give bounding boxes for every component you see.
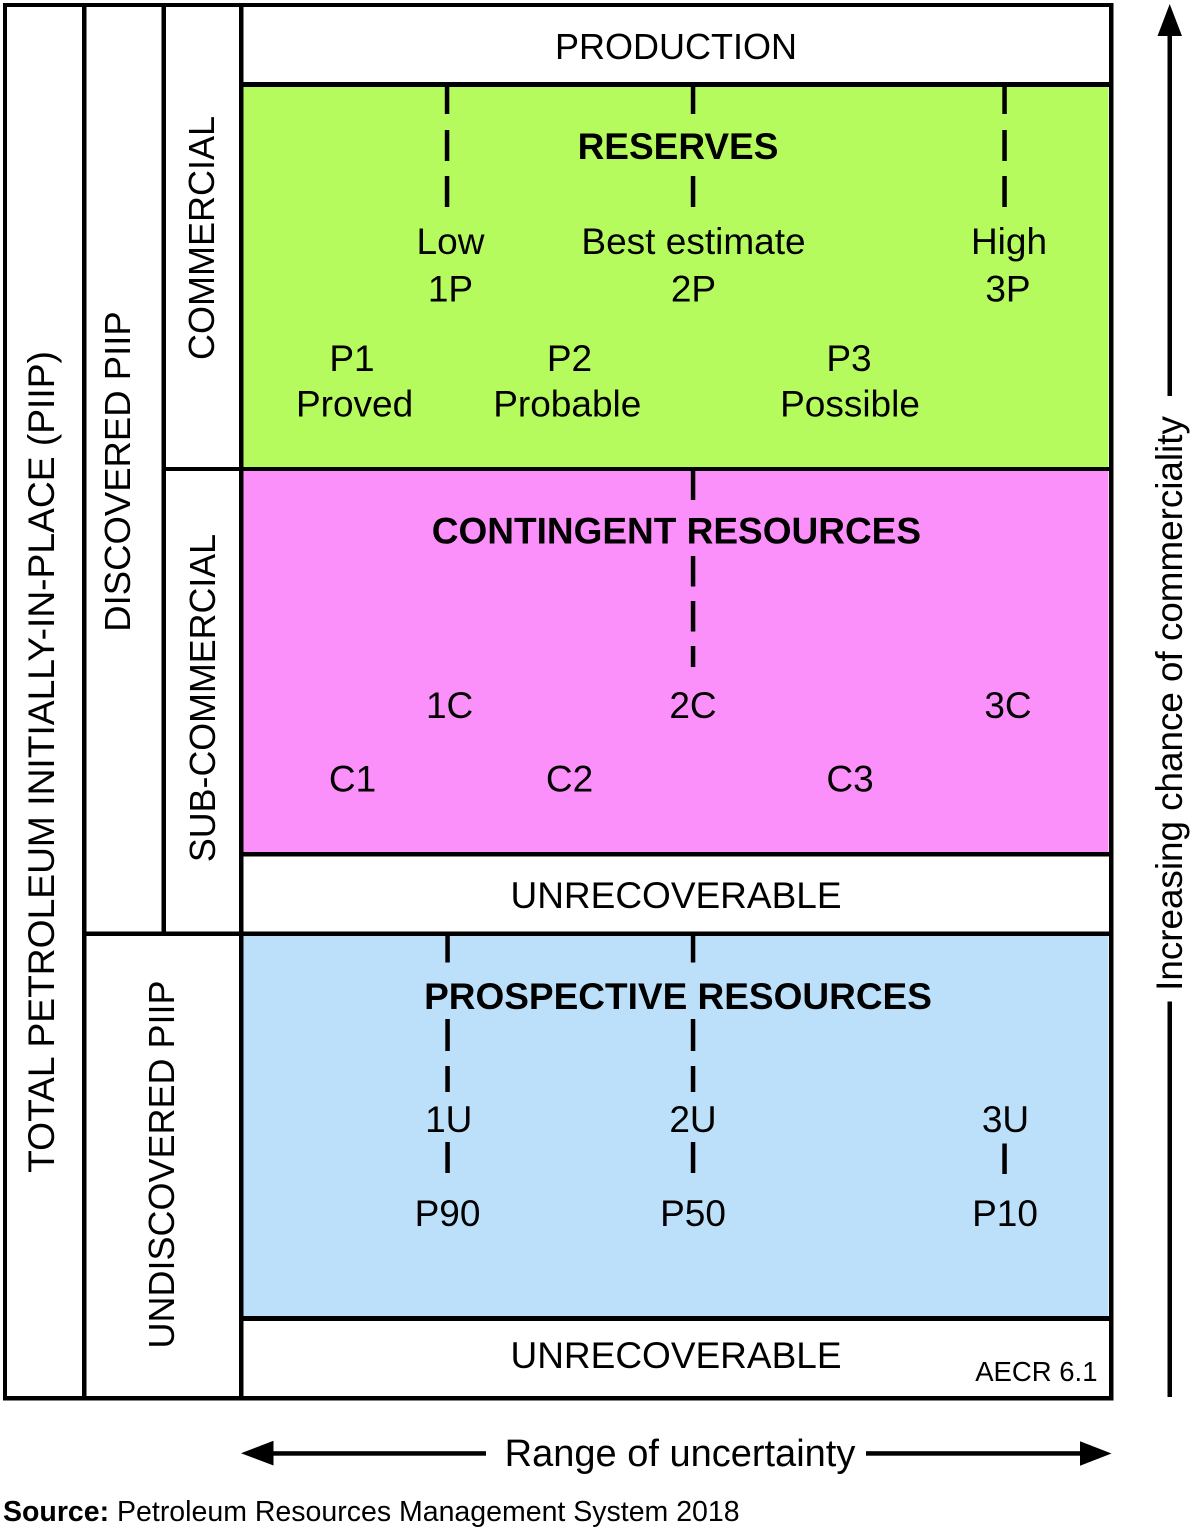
svg-text:CONTINGENT RESOURCES: CONTINGENT RESOURCES xyxy=(432,511,921,552)
svg-text:Best estimate: Best estimate xyxy=(581,221,805,262)
svg-text:RESERVES: RESERVES xyxy=(578,126,779,167)
svg-text:Probable: Probable xyxy=(493,384,641,425)
svg-text:DISCOVERED PIIP: DISCOVERED PIIP xyxy=(97,311,138,631)
svg-text:P50: P50 xyxy=(660,1193,726,1234)
svg-text:P3: P3 xyxy=(826,338,871,379)
svg-text:Possible: Possible xyxy=(780,384,920,425)
svg-text:Low: Low xyxy=(417,221,485,262)
svg-text:3U: 3U xyxy=(982,1099,1029,1140)
svg-text:AECR 6.1: AECR 6.1 xyxy=(975,1356,1097,1387)
svg-text:C3: C3 xyxy=(826,758,873,799)
svg-text:1P: 1P xyxy=(428,269,473,310)
svg-text:P10: P10 xyxy=(972,1193,1038,1234)
svg-text:Range of uncertainty: Range of uncertainty xyxy=(505,1433,856,1475)
svg-text:2U: 2U xyxy=(669,1099,716,1140)
svg-text:3P: 3P xyxy=(985,269,1030,310)
svg-text:PRODUCTION: PRODUCTION xyxy=(555,26,797,67)
svg-text:COMMERCIAL: COMMERCIAL xyxy=(181,116,222,360)
svg-text:P1: P1 xyxy=(329,338,374,379)
svg-text:2P: 2P xyxy=(671,269,716,310)
svg-text:3C: 3C xyxy=(984,685,1031,726)
svg-text:P2: P2 xyxy=(547,338,592,379)
svg-text:Source: Petroleum Resources Ma: Source: Petroleum Resources Management S… xyxy=(3,1496,740,1528)
svg-text:Increasing chance of commercia: Increasing chance of commerciality xyxy=(1149,416,1190,991)
svg-text:UNRECOVERABLE: UNRECOVERABLE xyxy=(510,1335,841,1376)
svg-text:C1: C1 xyxy=(329,758,376,799)
svg-text:TOTAL PETROLEUM INITIALLY-IN-P: TOTAL PETROLEUM INITIALLY-IN-PLACE (PIIP… xyxy=(20,351,62,1173)
svg-text:2C: 2C xyxy=(669,685,716,726)
svg-text:High: High xyxy=(971,221,1047,262)
svg-text:P90: P90 xyxy=(415,1193,481,1234)
svg-text:Proved: Proved xyxy=(296,384,413,425)
svg-text:SUB-COMMERCIAL: SUB-COMMERCIAL xyxy=(183,534,223,862)
svg-text:UNDISCOVERED PIIP: UNDISCOVERED PIIP xyxy=(141,980,182,1348)
svg-text:1C: 1C xyxy=(426,685,473,726)
svg-text:C2: C2 xyxy=(546,758,593,799)
svg-text:PROSPECTIVE RESOURCES: PROSPECTIVE RESOURCES xyxy=(424,976,932,1017)
svg-text:UNRECOVERABLE: UNRECOVERABLE xyxy=(510,875,841,916)
svg-text:1U: 1U xyxy=(425,1099,472,1140)
